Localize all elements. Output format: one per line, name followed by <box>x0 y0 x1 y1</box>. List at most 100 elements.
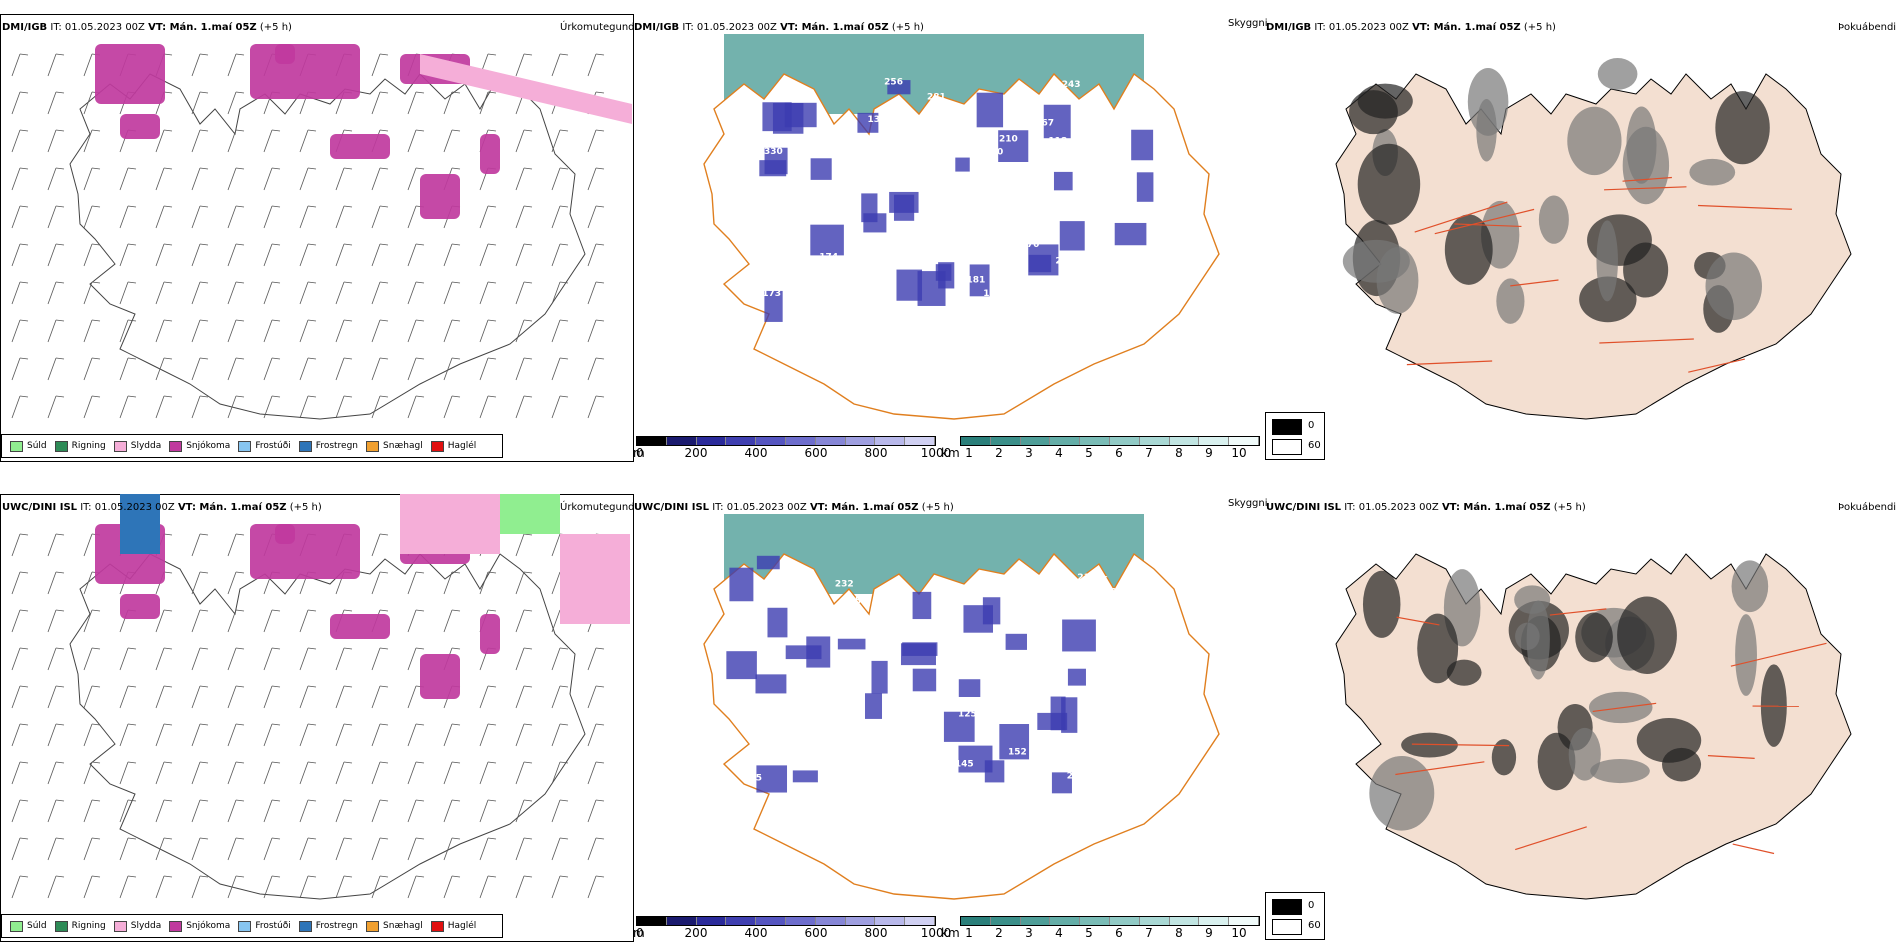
wind-barb <box>11 875 29 899</box>
precip-map-row1[interactable] <box>0 14 634 462</box>
wind-barb <box>263 685 281 709</box>
ceiling-value: 204 <box>1069 279 1088 289</box>
wind-barb <box>263 129 281 153</box>
wind-barb <box>263 837 281 861</box>
wind-barb <box>371 243 389 267</box>
legend-swatch <box>366 920 380 932</box>
legend-label: Frostregn <box>315 921 359 931</box>
ceiling-map-row2[interactable]: 1361051911212011452172141521861251532212… <box>634 494 1268 942</box>
visibility-unit-row1: km <box>941 446 960 460</box>
colorbar-cell <box>875 437 906 445</box>
wind-barb <box>227 875 245 899</box>
wind-barb <box>587 395 605 419</box>
road-line <box>1414 201 1508 233</box>
wind-barb <box>227 533 245 557</box>
fog-map-row2[interactable] <box>1266 494 1900 942</box>
cloud-ceiling-cell <box>1053 171 1073 191</box>
wind-barb <box>479 91 497 115</box>
wind-barb <box>587 319 605 343</box>
wind-barb <box>155 837 173 861</box>
wind-barb <box>263 243 281 267</box>
sleet-area <box>400 494 500 554</box>
coastline <box>703 72 1220 420</box>
cloud-ceiling-cell <box>764 290 783 322</box>
wind-barb <box>83 837 101 861</box>
wind-barb <box>155 723 173 747</box>
ceiling-value: 112 <box>846 631 865 641</box>
road-line <box>1549 608 1607 616</box>
cloud-ceiling-cell <box>1037 712 1068 730</box>
cloud-ceiling-cell <box>976 92 1004 128</box>
wind-barb <box>551 723 569 747</box>
panel-title-p1: DMI/IGB IT: 01.05.2023 00Z VT: Mán. 1.ma… <box>2 22 292 33</box>
fog-indicator-cell <box>1617 596 1677 674</box>
snow-area <box>250 44 360 99</box>
coastline <box>69 553 586 900</box>
fog-map-row1[interactable] <box>1266 14 1900 462</box>
wind-barb <box>83 205 101 229</box>
wind-barb <box>155 761 173 785</box>
drizzle-area <box>500 494 560 534</box>
wind-barb <box>155 685 173 709</box>
wind-barb <box>587 647 605 671</box>
snow-area <box>95 44 165 104</box>
colorbar-cell <box>1020 437 1051 445</box>
colorbar-cell <box>1199 437 1230 445</box>
ceiling-value: 261 <box>988 257 1007 267</box>
wind-barb <box>227 837 245 861</box>
colorbar-cell <box>756 437 786 445</box>
wind-barb <box>551 167 569 191</box>
legend-item: Snæhagl <box>366 920 423 932</box>
wind-barb <box>551 761 569 785</box>
wind-barb <box>407 761 425 785</box>
wind-barb <box>371 723 389 747</box>
colorbar-cell <box>726 437 757 445</box>
wind-barb <box>11 243 29 267</box>
ceiling-map-row1[interactable]: 3703301501671801421481731311651881812201… <box>634 14 1268 462</box>
cloud-ceiling-cell <box>912 591 932 620</box>
precip-map-row2[interactable] <box>0 494 634 942</box>
wind-barb <box>11 167 29 191</box>
legend-label: Frostúði <box>255 441 291 451</box>
ceiling-value: 244 <box>1098 275 1117 285</box>
wind-barb <box>479 799 497 823</box>
wind-barb <box>335 357 353 381</box>
wind-barb <box>47 837 65 861</box>
wind-barb <box>407 723 425 747</box>
wind-barb <box>263 647 281 671</box>
wind-barb <box>11 571 29 595</box>
precip-legend-row1: Súld Rigning Slydda Snjókoma Frostúði Frostre… <box>1 434 503 458</box>
wind-barb <box>47 281 65 305</box>
cloud-ceiling-cell <box>1131 129 1154 161</box>
ceiling-value: 145 <box>955 759 974 769</box>
snow-area <box>120 114 160 139</box>
legend-label: Slydda <box>130 441 162 451</box>
wind-barb <box>191 205 209 229</box>
cloud-ceiling-cell <box>912 668 937 692</box>
fog-scale-box-row1: 0 60 <box>1265 412 1325 460</box>
wind-barb <box>335 761 353 785</box>
cloud-ceiling-cell <box>810 158 832 180</box>
wind-barb <box>119 243 137 267</box>
wind-barb <box>515 837 533 861</box>
panel-title-f1: DMI/IGB IT: 01.05.2023 00Z VT: Mán. 1.ma… <box>1266 22 1556 33</box>
wind-barb <box>443 243 461 267</box>
wind-barb <box>479 723 497 747</box>
wind-barb <box>371 685 389 709</box>
wind-barb <box>11 533 29 557</box>
wind-barb <box>299 761 317 785</box>
wind-barb <box>47 205 65 229</box>
wind-barb <box>515 357 533 381</box>
wind-barb <box>587 129 605 153</box>
cloud-ceiling-cell <box>729 567 754 602</box>
legend-swatch <box>113 920 127 932</box>
legend-swatch <box>366 440 380 452</box>
ceiling-value: 281 <box>927 93 946 103</box>
wind-barb <box>299 129 317 153</box>
wind-barb <box>299 723 317 747</box>
wind-barb <box>371 91 389 115</box>
fog-indicator-cell <box>1575 612 1613 663</box>
wind-barb <box>227 91 245 115</box>
wind-barb <box>227 571 245 595</box>
wind-barb <box>83 609 101 633</box>
